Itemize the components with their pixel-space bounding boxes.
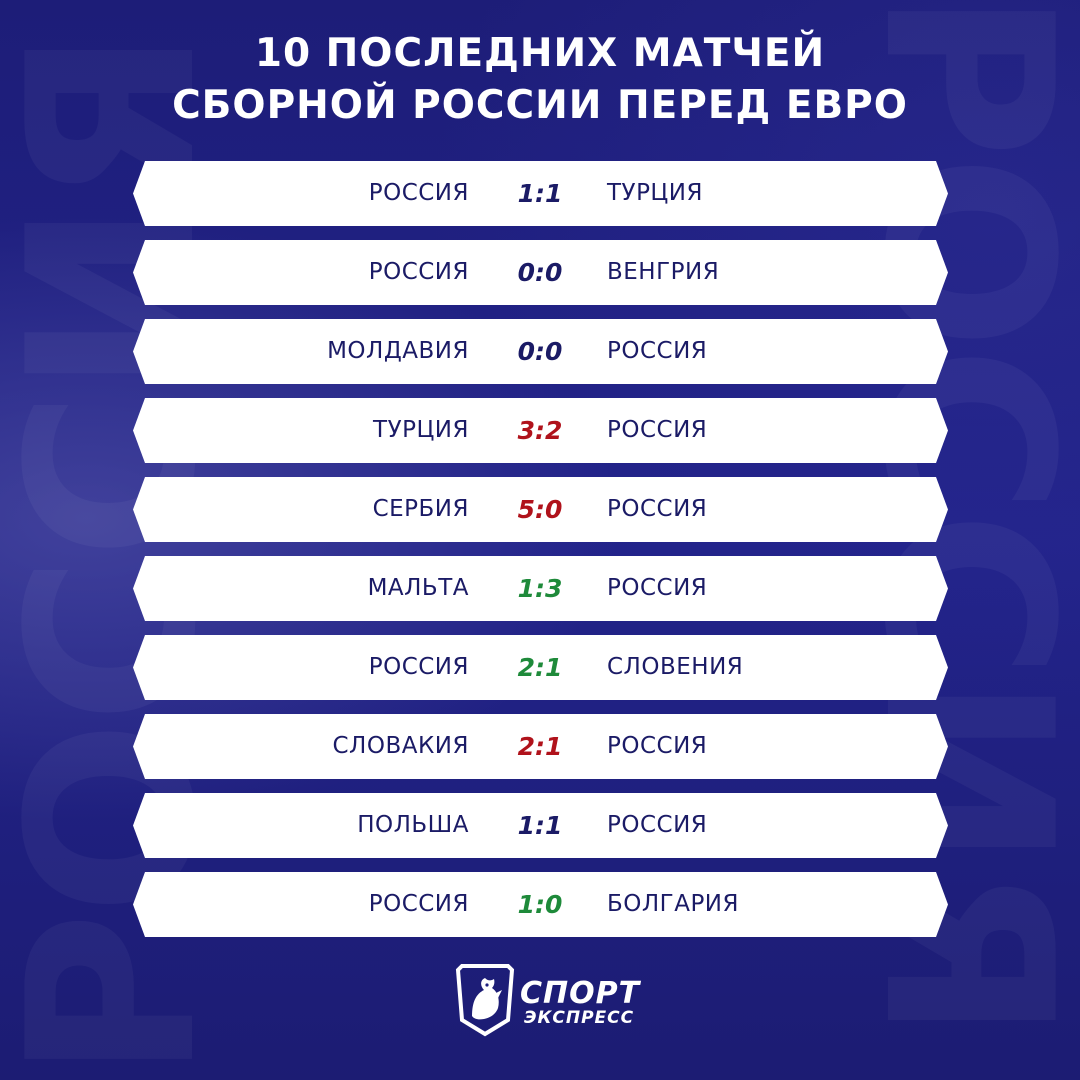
away-team: РОССИЯ: [607, 338, 708, 364]
rooster-shield-icon: [455, 964, 515, 1037]
home-team: РОССИЯ: [368, 654, 469, 680]
away-team: СЛОВЕНИЯ: [607, 654, 744, 680]
score: 3:2: [517, 416, 563, 445]
away-team: ВЕНГРИЯ: [607, 259, 720, 285]
away-team: РОССИЯ: [607, 496, 708, 522]
sport-express-logo: СПОРТ ЭКСПРЕСС: [454, 962, 639, 1038]
logo-text-express: ЭКСПРЕСС: [524, 1008, 635, 1028]
away-team: ТУРЦИЯ: [607, 180, 703, 206]
score: 2:1: [517, 653, 563, 682]
match-row: РОССИЯ 1:0 БОЛГАРИЯ: [133, 872, 948, 937]
match-row: ПОЛЬША 1:1 РОССИЯ: [133, 793, 948, 858]
match-row: РОССИЯ 2:1 СЛОВЕНИЯ: [133, 635, 948, 700]
match-row: ТУРЦИЯ 3:2 РОССИЯ: [133, 398, 948, 463]
away-team: РОССИЯ: [607, 812, 708, 838]
score: 1:1: [517, 179, 563, 208]
home-team: ПОЛЬША: [357, 812, 469, 838]
score: 0:0: [517, 337, 563, 366]
home-team: РОССИЯ: [368, 891, 469, 917]
match-row: МОЛДАВИЯ 0:0 РОССИЯ: [133, 319, 948, 384]
match-row: РОССИЯ 0:0 ВЕНГРИЯ: [133, 240, 948, 305]
matches-list: РОССИЯ 1:1 ТУРЦИЯ РОССИЯ 0:0 ВЕНГРИЯ МОЛ…: [133, 161, 948, 937]
title-line-1: 10 ПОСЛЕДНИХ МАТЧЕЙ: [254, 31, 826, 76]
title-line-2: СБОРНОЙ РОССИИ ПЕРЕД ЕВРО: [172, 83, 908, 128]
away-team: РОССИЯ: [607, 417, 708, 443]
score: 0:0: [517, 258, 563, 287]
logo-text-sport: СПОРТ: [520, 976, 641, 1011]
home-team: ТУРЦИЯ: [373, 417, 469, 443]
score: 2:1: [517, 732, 563, 761]
home-team: РОССИЯ: [368, 259, 469, 285]
score: 5:0: [517, 495, 563, 524]
page-title: 10 ПОСЛЕДНИХ МАТЧЕЙ СБОРНОЙ РОССИИ ПЕРЕД…: [0, 28, 1080, 132]
away-team: РОССИЯ: [607, 575, 708, 601]
score: 1:0: [517, 890, 563, 919]
match-row: СЛОВАКИЯ 2:1 РОССИЯ: [133, 714, 948, 779]
home-team: МАЛЬТА: [367, 575, 469, 601]
score: 1:3: [517, 574, 563, 603]
home-team: МОЛДАВИЯ: [327, 338, 469, 364]
home-team: СЕРБИЯ: [372, 496, 469, 522]
home-team: РОССИЯ: [368, 180, 469, 206]
match-row: РОССИЯ 1:1 ТУРЦИЯ: [133, 161, 948, 226]
match-row: СЕРБИЯ 5:0 РОССИЯ: [133, 477, 948, 542]
match-row: МАЛЬТА 1:3 РОССИЯ: [133, 556, 948, 621]
away-team: БОЛГАРИЯ: [607, 891, 739, 917]
away-team: РОССИЯ: [607, 733, 708, 759]
home-team: СЛОВАКИЯ: [332, 733, 469, 759]
score: 1:1: [517, 811, 563, 840]
